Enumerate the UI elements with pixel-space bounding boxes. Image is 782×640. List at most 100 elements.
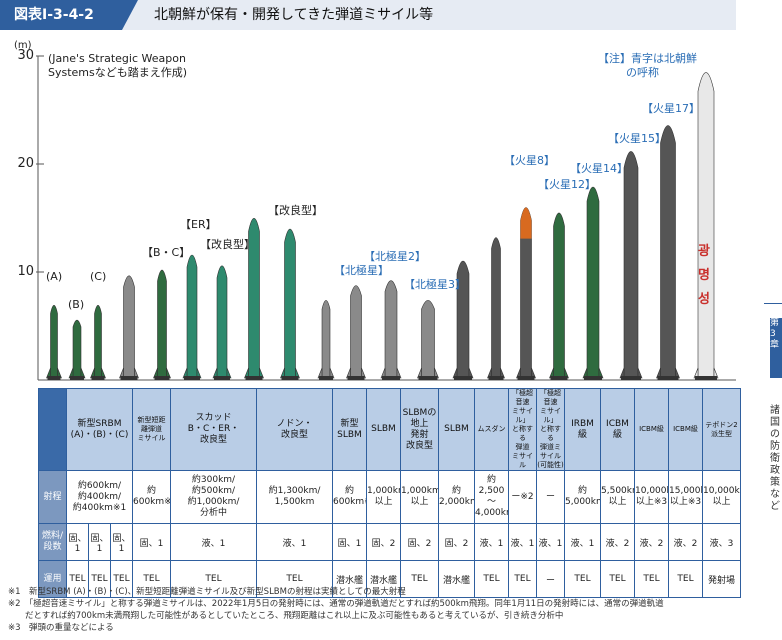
missile-2 xyxy=(68,319,86,380)
missile-body xyxy=(421,300,435,379)
figure-header: 図表Ⅰ-3-4-2 北朝鮮が保有・開発してきた弾道ミサイル等 xyxy=(0,0,736,30)
cell-range: 約600km※1 xyxy=(332,470,367,524)
col-header: ノドン・ 改良型 xyxy=(256,388,333,471)
cell-fuel: 固、2 xyxy=(400,523,439,561)
missile-base xyxy=(418,376,438,380)
missile-19 xyxy=(619,151,643,380)
missile-13 xyxy=(417,300,439,380)
missile-body xyxy=(456,260,470,379)
side-chapter-title: 諸国の防衛政策など xyxy=(770,405,780,512)
missile-10 xyxy=(317,300,335,380)
missile-base xyxy=(584,376,602,380)
label-pukguksong-2: 【北極星2】 xyxy=(364,250,426,263)
source-note-line-1: (Jane's Strategic Weapon xyxy=(48,52,186,65)
missile-base xyxy=(488,376,504,380)
label-b: (B) xyxy=(68,298,85,311)
missile-base xyxy=(347,376,365,380)
missile-body xyxy=(248,218,260,379)
row-header-fuel: 燃料/段数 xyxy=(38,523,67,561)
missile-base xyxy=(621,376,641,380)
missile-body xyxy=(123,275,135,379)
side-divider xyxy=(764,303,782,304)
cell-fuel: 固、1 xyxy=(110,523,133,561)
missile-5 xyxy=(153,269,171,380)
cell-range: 5,500km 以上 xyxy=(600,470,635,524)
hangul-char-1: 광 xyxy=(698,244,710,259)
cell-range: 約600km/ 約400km/ 約400km※1 xyxy=(66,470,133,524)
missile-spec-table: 新型SRBM (A)・(B)・(C) 新型短距 離弾道 ミサイル スカッド B・… xyxy=(38,388,741,598)
missile-base xyxy=(319,376,333,380)
missile-base xyxy=(47,376,61,380)
cell-fuel: 液、1 xyxy=(564,523,601,561)
cell-range: 約5,000km xyxy=(564,470,601,524)
cell-launch: TEL xyxy=(474,560,509,598)
missile-body xyxy=(157,269,167,379)
missile-chart xyxy=(36,55,736,381)
cell-launch: TEL xyxy=(564,560,601,598)
label-hwasong-15: 【火星15】 xyxy=(608,132,666,145)
color-note-line-2: の呼称 xyxy=(626,66,659,79)
cell-range: 約 600km※1 xyxy=(132,470,171,524)
cell-fuel: 液、1 xyxy=(508,523,537,561)
label-pukguksong: 【北極星】 xyxy=(334,264,389,277)
label-scud-bc: 【B・C】 xyxy=(142,246,191,259)
label-hwasong-14: 【火星14】 xyxy=(570,162,628,175)
missile-1 xyxy=(46,304,62,380)
cell-launch: TEL xyxy=(668,560,703,598)
col-header: SLBMの 地上 発射 改良型 xyxy=(400,388,439,471)
missile-14 xyxy=(452,260,474,380)
row-header-range: 射程 xyxy=(38,470,67,524)
missile-12 xyxy=(380,280,402,380)
missile-base xyxy=(120,376,138,380)
missile-body xyxy=(50,304,58,379)
hangul-kwangmyongsong: 광 명 성 xyxy=(697,240,711,312)
cell-range: ー xyxy=(536,470,565,524)
missile-base xyxy=(454,376,472,380)
missile-body xyxy=(586,186,600,379)
figure-label-tail xyxy=(122,0,138,30)
cell-launch: TEL xyxy=(170,560,257,598)
missile-16 xyxy=(516,207,536,380)
missile-15 xyxy=(487,237,505,380)
row-header-fuel-line-1: 燃料/ xyxy=(41,531,64,541)
y-tick-30: 30 xyxy=(17,48,34,63)
label-hwasong-8: 【火星8】 xyxy=(504,154,555,167)
label-c: (C) xyxy=(90,270,107,283)
figure-title: 北朝鮮が保有・開発してきた弾道ミサイル等 xyxy=(154,7,434,23)
col-header: SLBM xyxy=(438,388,475,471)
cell-fuel: 液、1 xyxy=(170,523,257,561)
missile-8 xyxy=(244,218,264,380)
y-tick-10: 10 xyxy=(17,264,34,279)
missile-body xyxy=(660,125,676,379)
cell-launch: TEL xyxy=(88,560,111,598)
missile-17 xyxy=(549,212,569,380)
cell-fuel: 液、1 xyxy=(536,523,565,561)
cell-range: 1,000km 以上 xyxy=(366,470,401,524)
missile-base xyxy=(245,376,263,380)
footnote-2: ※2 「極超音速ミサイル」と称する弾道ミサイルは、2022年1月5日の発射時には… xyxy=(8,599,664,609)
missile-body xyxy=(491,237,501,379)
missile-body xyxy=(553,212,565,379)
missile-base xyxy=(517,376,535,380)
hangul-char-3: 성 xyxy=(698,292,710,307)
missile-18 xyxy=(582,186,604,380)
missile-4 xyxy=(119,275,139,380)
missile-21 xyxy=(693,72,719,380)
missile-6 xyxy=(182,254,202,380)
cell-launch: TEL xyxy=(600,560,635,598)
source-note-line-2: Systemsなども踏まえ作成) xyxy=(48,66,188,79)
cell-range: 1,000km 以上 xyxy=(400,470,439,524)
label-scud-improved: 【改良型】 xyxy=(200,238,255,251)
cell-fuel: 液、3 xyxy=(702,523,741,561)
cell-fuel: 液、1 xyxy=(256,523,333,561)
footnote-2-cont: だとすれば約700km未満飛翔した可能性があるとしていたところ、飛翔距離はこれ以… xyxy=(8,611,564,621)
missile-body xyxy=(72,319,82,379)
missile-3 xyxy=(90,304,106,380)
missile-base xyxy=(91,376,105,380)
cell-range: 10,000km 以上 xyxy=(702,470,741,524)
missile-base xyxy=(695,376,717,380)
cell-fuel: 液、2 xyxy=(600,523,635,561)
missile-orange-nose xyxy=(520,207,532,239)
cell-range: 10,000km 以上※3 xyxy=(634,470,669,524)
col-header: ICBM 級 xyxy=(600,388,635,471)
